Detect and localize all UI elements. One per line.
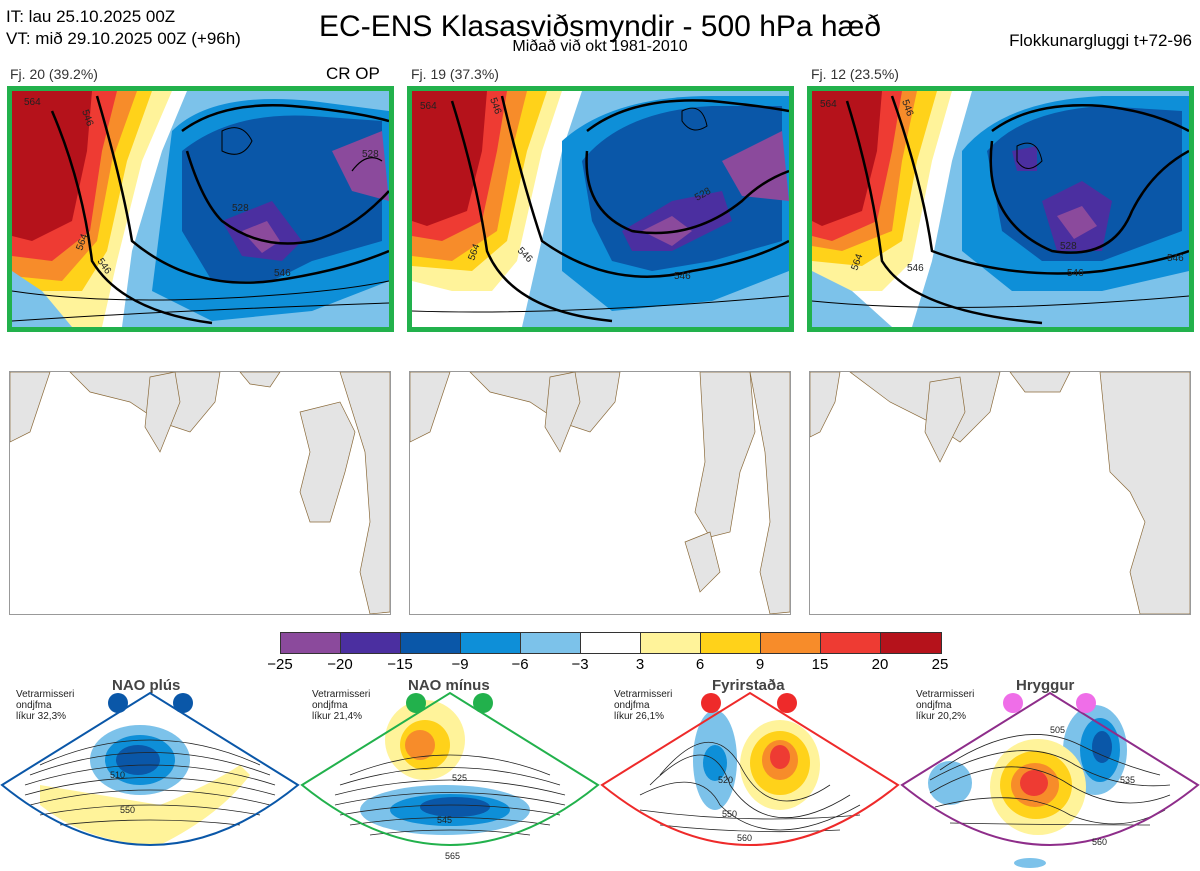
regime-marker <box>406 693 426 713</box>
cluster-map-2-plot: 564 546 528 546 564 546 <box>412 91 789 327</box>
classification-window: Flokkunargluggi t+72-96 <box>1009 31 1192 50</box>
contour-label: 564 <box>820 99 837 110</box>
page-title: EC-ENS Klasasviðsmyndir - 500 hPa hæð <box>319 10 881 43</box>
init-time: IT: lau 25.10.2025 00Z <box>6 7 176 26</box>
contour-label: 546 <box>1167 253 1184 264</box>
colorbar-tick: 25 <box>931 656 949 673</box>
colorbar-swatch <box>641 633 701 653</box>
cluster-map-1-plot: 564 546 528 546 564 528 546 <box>12 91 389 327</box>
cluster-map-1: 564 546 528 546 564 528 546 <box>7 86 394 332</box>
regime-marker <box>701 693 721 713</box>
regime-marker <box>1003 693 1023 713</box>
contour-label: 510 <box>110 770 125 780</box>
colorbar-tick: −3 <box>571 656 589 673</box>
header-info: IT: lau 25.10.2025 00Z VT: mið 29.10.202… <box>6 6 241 50</box>
colorbar-swatch <box>821 633 881 653</box>
contour-label: 545 <box>437 815 452 825</box>
contour-label: 565 <box>445 851 460 861</box>
contour-label: 535 <box>1120 775 1135 785</box>
regime-marker <box>473 693 493 713</box>
colorbar-tick: 15 <box>811 656 829 673</box>
regime-marker <box>108 693 128 713</box>
regime-note: Vetrarmisseri ondjfma líkur 26,1% <box>614 689 673 722</box>
colorbar-tick: −6 <box>511 656 529 673</box>
colorbar-tick: 20 <box>871 656 889 673</box>
empty-map-2 <box>409 371 791 615</box>
empty-map-3 <box>809 371 1191 615</box>
contour-label: 546 <box>907 263 924 274</box>
colorbar-swatch <box>281 633 341 653</box>
colorbar-swatch <box>581 633 641 653</box>
regime-ridge: Hryggur Vetrarmisseri ondjfma líkur 20,2… <box>900 675 1200 871</box>
colorbar-tick: −9 <box>451 656 469 673</box>
colorbar-tick: −25 <box>267 656 293 673</box>
cluster-1-tag: CR OP <box>326 64 380 83</box>
contour-label: 546 <box>674 271 691 282</box>
contour-label: 546 <box>1067 268 1084 279</box>
contour-label: 520 <box>718 775 733 785</box>
contour-label: 528 <box>1060 241 1077 252</box>
regime-title: Hryggur <box>1016 677 1075 694</box>
page-subtitle: Miðað við okt 1981-2010 <box>512 38 688 55</box>
colorbar-tick: −15 <box>387 656 413 673</box>
contour-label: 564 <box>24 97 41 108</box>
regime-nao-minus: NAO mínus Vetrarmisseri ondjfma líkur 21… <box>300 675 600 871</box>
valid-time: VT: mið 29.10.2025 00Z (+96h) <box>6 29 241 48</box>
contour-label: 525 <box>452 773 467 783</box>
contour-label: 505 <box>1050 725 1065 735</box>
colorbar-swatch <box>521 633 581 653</box>
regime-title: NAO plús <box>112 677 181 694</box>
cluster-map-3: 564 546 528 546 546 564 546 <box>807 86 1194 332</box>
contour-label: 550 <box>722 809 737 819</box>
cluster-2-label: Fj. 19 (37.3%) <box>411 66 499 82</box>
cluster-1-label: Fj. 20 (39.2%) <box>10 66 98 82</box>
colorbar-swatch <box>701 633 761 653</box>
colorbar-swatch <box>341 633 401 653</box>
regime-nao-plus: NAO plús Vetrarmisseri ondjfma líkur 32,… <box>0 675 300 871</box>
regime-marker <box>173 693 193 713</box>
colorbar-swatch <box>881 633 941 653</box>
regime-title: NAO mínus <box>408 677 490 694</box>
regime-blocking: Fyrirstaða Vetrarmisseri ondjfma líkur 2… <box>600 675 900 871</box>
contour-label: 550 <box>120 805 135 815</box>
cluster-map-3-plot: 564 546 528 546 546 564 546 <box>812 91 1189 327</box>
regime-marker <box>777 693 797 713</box>
colorbar <box>280 632 942 654</box>
contour-label: 546 <box>274 268 291 279</box>
regime-title: Fyrirstaða <box>712 677 785 694</box>
colorbar-tick: 6 <box>695 656 705 673</box>
colorbar-tick: 9 <box>755 656 765 673</box>
contour-label: 528 <box>232 203 249 214</box>
empty-map-1 <box>9 371 391 615</box>
regime-note: Vetrarmisseri ondjfma líkur 20,2% <box>916 689 975 722</box>
colorbar-swatch <box>461 633 521 653</box>
cluster-3-label: Fj. 12 (23.5%) <box>811 66 899 82</box>
contour-label: 560 <box>737 833 752 843</box>
contour-label: 528 <box>362 149 379 160</box>
colorbar-tick: −20 <box>327 656 353 673</box>
colorbar-swatch <box>401 633 461 653</box>
colorbar-swatch <box>761 633 821 653</box>
regime-marker <box>1076 693 1096 713</box>
regime-note: Vetrarmisseri ondjfma líkur 32,3% <box>16 689 75 722</box>
cluster-map-2: 564 546 528 546 564 546 <box>407 86 794 332</box>
regime-note: Vetrarmisseri ondjfma líkur 21,4% <box>312 689 371 722</box>
contour-label: 560 <box>1092 837 1107 847</box>
contour-label: 564 <box>420 101 437 112</box>
colorbar-tick: 3 <box>635 656 645 673</box>
